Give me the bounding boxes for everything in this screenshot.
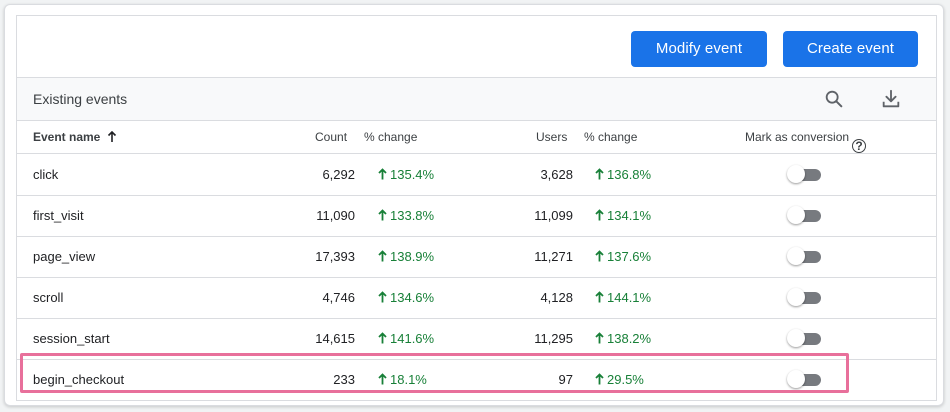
arrow-up-icon [378,209,387,221]
users-change-value: 29.5% [607,372,644,387]
users-change-value: 136.8% [607,167,652,182]
event-name-cell[interactable]: page_view [33,249,96,264]
top-toolbar: Modify event Create event [17,16,936,78]
count-change-value: 133.8% [390,208,435,223]
event-name-cell[interactable]: first_visit [33,208,84,223]
count-cell: 6,292 [322,167,355,182]
users-change-cell: 137.6% [595,249,651,264]
count-column-header[interactable]: Count [315,130,348,144]
highlight-box [20,353,849,393]
table-row: scroll 4,746 134.6% 4,128 144.1% [17,277,936,319]
event-name-column-header[interactable]: Event name [33,130,117,144]
count-change-value: 18.1% [390,372,427,387]
table-row: begin_checkout 233 18.1% 97 29.5% [17,359,936,400]
count-change-cell: 138.9% [378,249,434,264]
arrow-up-icon [595,168,604,180]
count-change-column-header: % change [364,130,418,144]
count-cell: 233 [333,372,355,387]
count-cell: 11,090 [316,208,355,223]
event-name-header-label: Event name [33,130,101,144]
conversion-toggle[interactable] [787,288,823,307]
table-row: session_start 14,615 141.6% 11,295 138.2… [17,318,936,360]
users-change-cell: 138.2% [595,331,651,346]
count-change-cell: 18.1% [378,372,427,387]
users-change-value: 138.2% [607,331,652,346]
table-row: click 6,292 135.4% 3,628 136.8% [17,154,936,196]
toggle-knob [787,370,805,388]
conversion-toggle[interactable] [787,247,823,266]
users-change-value: 137.6% [607,249,652,264]
create-event-button[interactable]: Create event [783,31,918,67]
mark-conversion-label: Mark as conversion [745,130,850,144]
conversion-toggle[interactable] [787,329,823,348]
count-change-value: 134.6% [390,290,435,305]
toggle-knob [787,206,805,224]
count-change-cell: 134.6% [378,290,434,305]
conversion-toggle[interactable] [787,370,823,389]
arrow-up-icon [595,332,604,344]
section-title: Existing events [33,91,128,107]
table-row: page_view 17,393 138.9% 11,271 137.6% [17,236,936,278]
table-header: Event name Count % change Users % change… [17,121,936,154]
users-cell: 3,628 [540,167,573,182]
users-cell: 4,128 [540,290,573,305]
arrow-up-icon [378,250,387,262]
count-change-cell: 133.8% [378,208,434,223]
existing-events-header: Existing events [17,78,936,121]
arrow-up-icon [595,291,604,303]
count-cell: 14,615 [315,331,355,346]
users-column-header[interactable]: Users [536,130,568,144]
table-row: first_visit 11,090 133.8% 11,099 134.1% [17,195,936,237]
conversion-toggle[interactable] [787,206,823,225]
event-name-cell[interactable]: session_start [33,331,110,346]
users-change-cell: 136.8% [595,167,651,182]
help-icon[interactable]: ? [852,139,867,153]
arrow-up-icon [378,373,387,385]
mark-conversion-column-header: Mark as conversion? [745,130,867,153]
event-name-cell[interactable]: begin_checkout [33,372,125,387]
users-cell: 11,099 [534,208,573,223]
modify-event-button[interactable]: Modify event [631,31,767,67]
arrow-up-icon [595,250,604,262]
count-change-value: 138.9% [390,249,435,264]
count-cell: 17,393 [315,249,355,264]
users-cell: 11,295 [534,331,573,346]
conversion-toggle[interactable] [787,165,823,184]
arrow-up-icon [595,373,604,385]
users-change-value: 134.1% [607,208,652,223]
count-cell: 4,746 [322,290,355,305]
toggle-knob [787,165,805,183]
arrow-up-icon [378,291,387,303]
users-change-cell: 134.1% [595,208,651,223]
count-change-value: 141.6% [390,331,435,346]
event-name-cell[interactable]: scroll [33,290,64,305]
count-change-cell: 141.6% [378,331,434,346]
users-change-column-header: % change [584,130,638,144]
events-card: Modify event Create event Existing event… [4,4,944,406]
count-change-value: 135.4% [390,167,435,182]
users-change-cell: 29.5% [595,372,644,387]
arrow-up-icon [378,168,387,180]
arrow-up-icon [378,332,387,344]
sort-arrow-up-icon [107,130,116,142]
toggle-knob [787,329,805,347]
events-panel: Modify event Create event Existing event… [16,15,937,401]
toggle-knob [787,288,805,306]
users-cell: 11,271 [534,249,573,264]
event-name-cell[interactable]: click [33,167,59,182]
arrow-up-icon [595,209,604,221]
toggle-knob [787,247,805,265]
users-change-value: 144.1% [607,290,652,305]
search-icon[interactable] [823,88,845,110]
users-cell: 97 [558,372,573,387]
download-icon[interactable] [880,88,902,110]
count-change-cell: 135.4% [378,167,434,182]
users-change-cell: 144.1% [595,290,651,305]
